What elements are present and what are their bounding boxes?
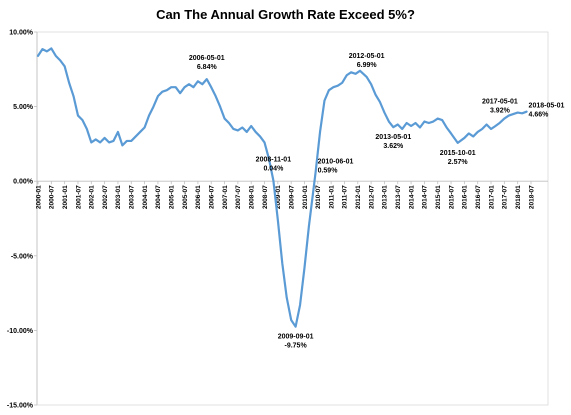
annotation-layer: 2006-05-01 6.84% 2008-11-01 0.04% 2009-09-01… — [189, 53, 565, 350]
annotation-value: 0.59% — [318, 167, 339, 174]
x-tick-label: 2006-07 — [209, 185, 216, 209]
x-tick-label: 2012-01 — [355, 185, 362, 209]
y-tick-label: 5.00% — [13, 104, 34, 111]
annotation-value: 0.04% — [263, 166, 284, 173]
annotation-date: 2006-05-01 — [189, 55, 225, 62]
x-tick-label: 2018-01 — [515, 185, 522, 209]
x-tick-label: 2005-01 — [169, 185, 176, 209]
x-tick-label: 2018-07 — [528, 185, 535, 209]
x-axis: 2000-01 2000-07 2001-01 2001-07 2002-01 2002-… — [35, 180, 548, 209]
annotation-date: 2010-06-01 — [318, 158, 354, 165]
annotation-value: 6.84% — [197, 64, 218, 71]
x-tick-label: 2006-01 — [195, 185, 202, 209]
y-tick-label: -10.00% — [7, 328, 34, 335]
y-axis: 10.00% 5.00% 0.00% -5.00% -10.00% -15.00% — [7, 30, 38, 410]
y-tick-label: 0.00% — [13, 179, 34, 186]
y-tick-label: 10.00% — [9, 30, 34, 37]
annotation-date: 2015-10-01 — [440, 150, 476, 157]
y-tick-label: -15.00% — [7, 403, 34, 410]
annotation-date: 2012-05-01 — [349, 53, 385, 60]
x-tick-label: 2016-07 — [475, 185, 482, 209]
x-tick-label: 2011-07 — [342, 185, 349, 209]
y-tick-label: -5.00% — [11, 253, 34, 260]
x-tick-label: 2004-01 — [142, 185, 149, 209]
x-tick-label: 2004-07 — [155, 185, 162, 209]
annotation-value: 3.62% — [383, 143, 404, 150]
x-tick-label: 2007-01 — [222, 185, 229, 209]
x-tick-label: 2003-01 — [115, 185, 122, 209]
x-tick-label: 2017-01 — [488, 185, 495, 209]
annotation-value: 6.99% — [357, 62, 378, 69]
series-layer — [36, 47, 528, 328]
x-tick-label: 2008-01 — [248, 185, 255, 209]
x-tick-label: 2010-07 — [315, 185, 322, 209]
x-tick-label: 2012-07 — [368, 185, 375, 209]
x-tick-label: 2001-01 — [62, 185, 69, 209]
annotation-date: 2013-05-01 — [375, 134, 411, 141]
x-tick-label: 2014-07 — [422, 185, 429, 209]
x-tick-label: 2009-01 — [275, 185, 282, 209]
x-tick-label: 2009-07 — [288, 185, 295, 209]
annotation-value: 4.66% — [529, 112, 550, 119]
x-tick-label: 2008-07 — [262, 185, 269, 209]
x-tick-label: 2010-01 — [302, 185, 309, 209]
x-tick-label: 2013-01 — [382, 185, 389, 209]
annotation-date: 2017-05-01 — [482, 99, 518, 106]
x-tick-label: 2003-07 — [129, 185, 136, 209]
x-tick-label: 2002-07 — [102, 185, 109, 209]
annotation-value: 3.92% — [490, 108, 511, 115]
series-line — [36, 47, 528, 328]
x-tick-label: 2015-01 — [435, 185, 442, 209]
x-tick-label: 2017-07 — [502, 185, 509, 209]
annotation-date: 2008-11-01 — [256, 157, 292, 164]
annotation-value: 2.57% — [448, 159, 469, 166]
x-tick-label: 2000-01 — [35, 185, 42, 209]
x-tick-label: 2001-07 — [75, 185, 82, 209]
x-tick-label: 2015-07 — [448, 185, 455, 209]
x-tick-label: 2013-07 — [395, 185, 402, 209]
x-tick-label: 2016-01 — [462, 185, 469, 209]
x-tick-label: 2014-01 — [408, 185, 415, 209]
x-tick-label: 2011-01 — [328, 185, 335, 209]
annotation-date: 2018-05-01 — [529, 103, 565, 110]
x-tick-label: 2000-07 — [49, 185, 56, 209]
x-tick-label: 2002-01 — [89, 185, 96, 209]
chart-title: Can The Annual Growth Rate Exceed 5%? — [156, 7, 415, 22]
annotation-value: -9.75% — [285, 343, 308, 350]
annotation-date: 2009-09-01 — [278, 334, 314, 341]
x-tick-label: 2007-07 — [235, 185, 242, 209]
x-tick-label: 2005-07 — [182, 185, 189, 209]
